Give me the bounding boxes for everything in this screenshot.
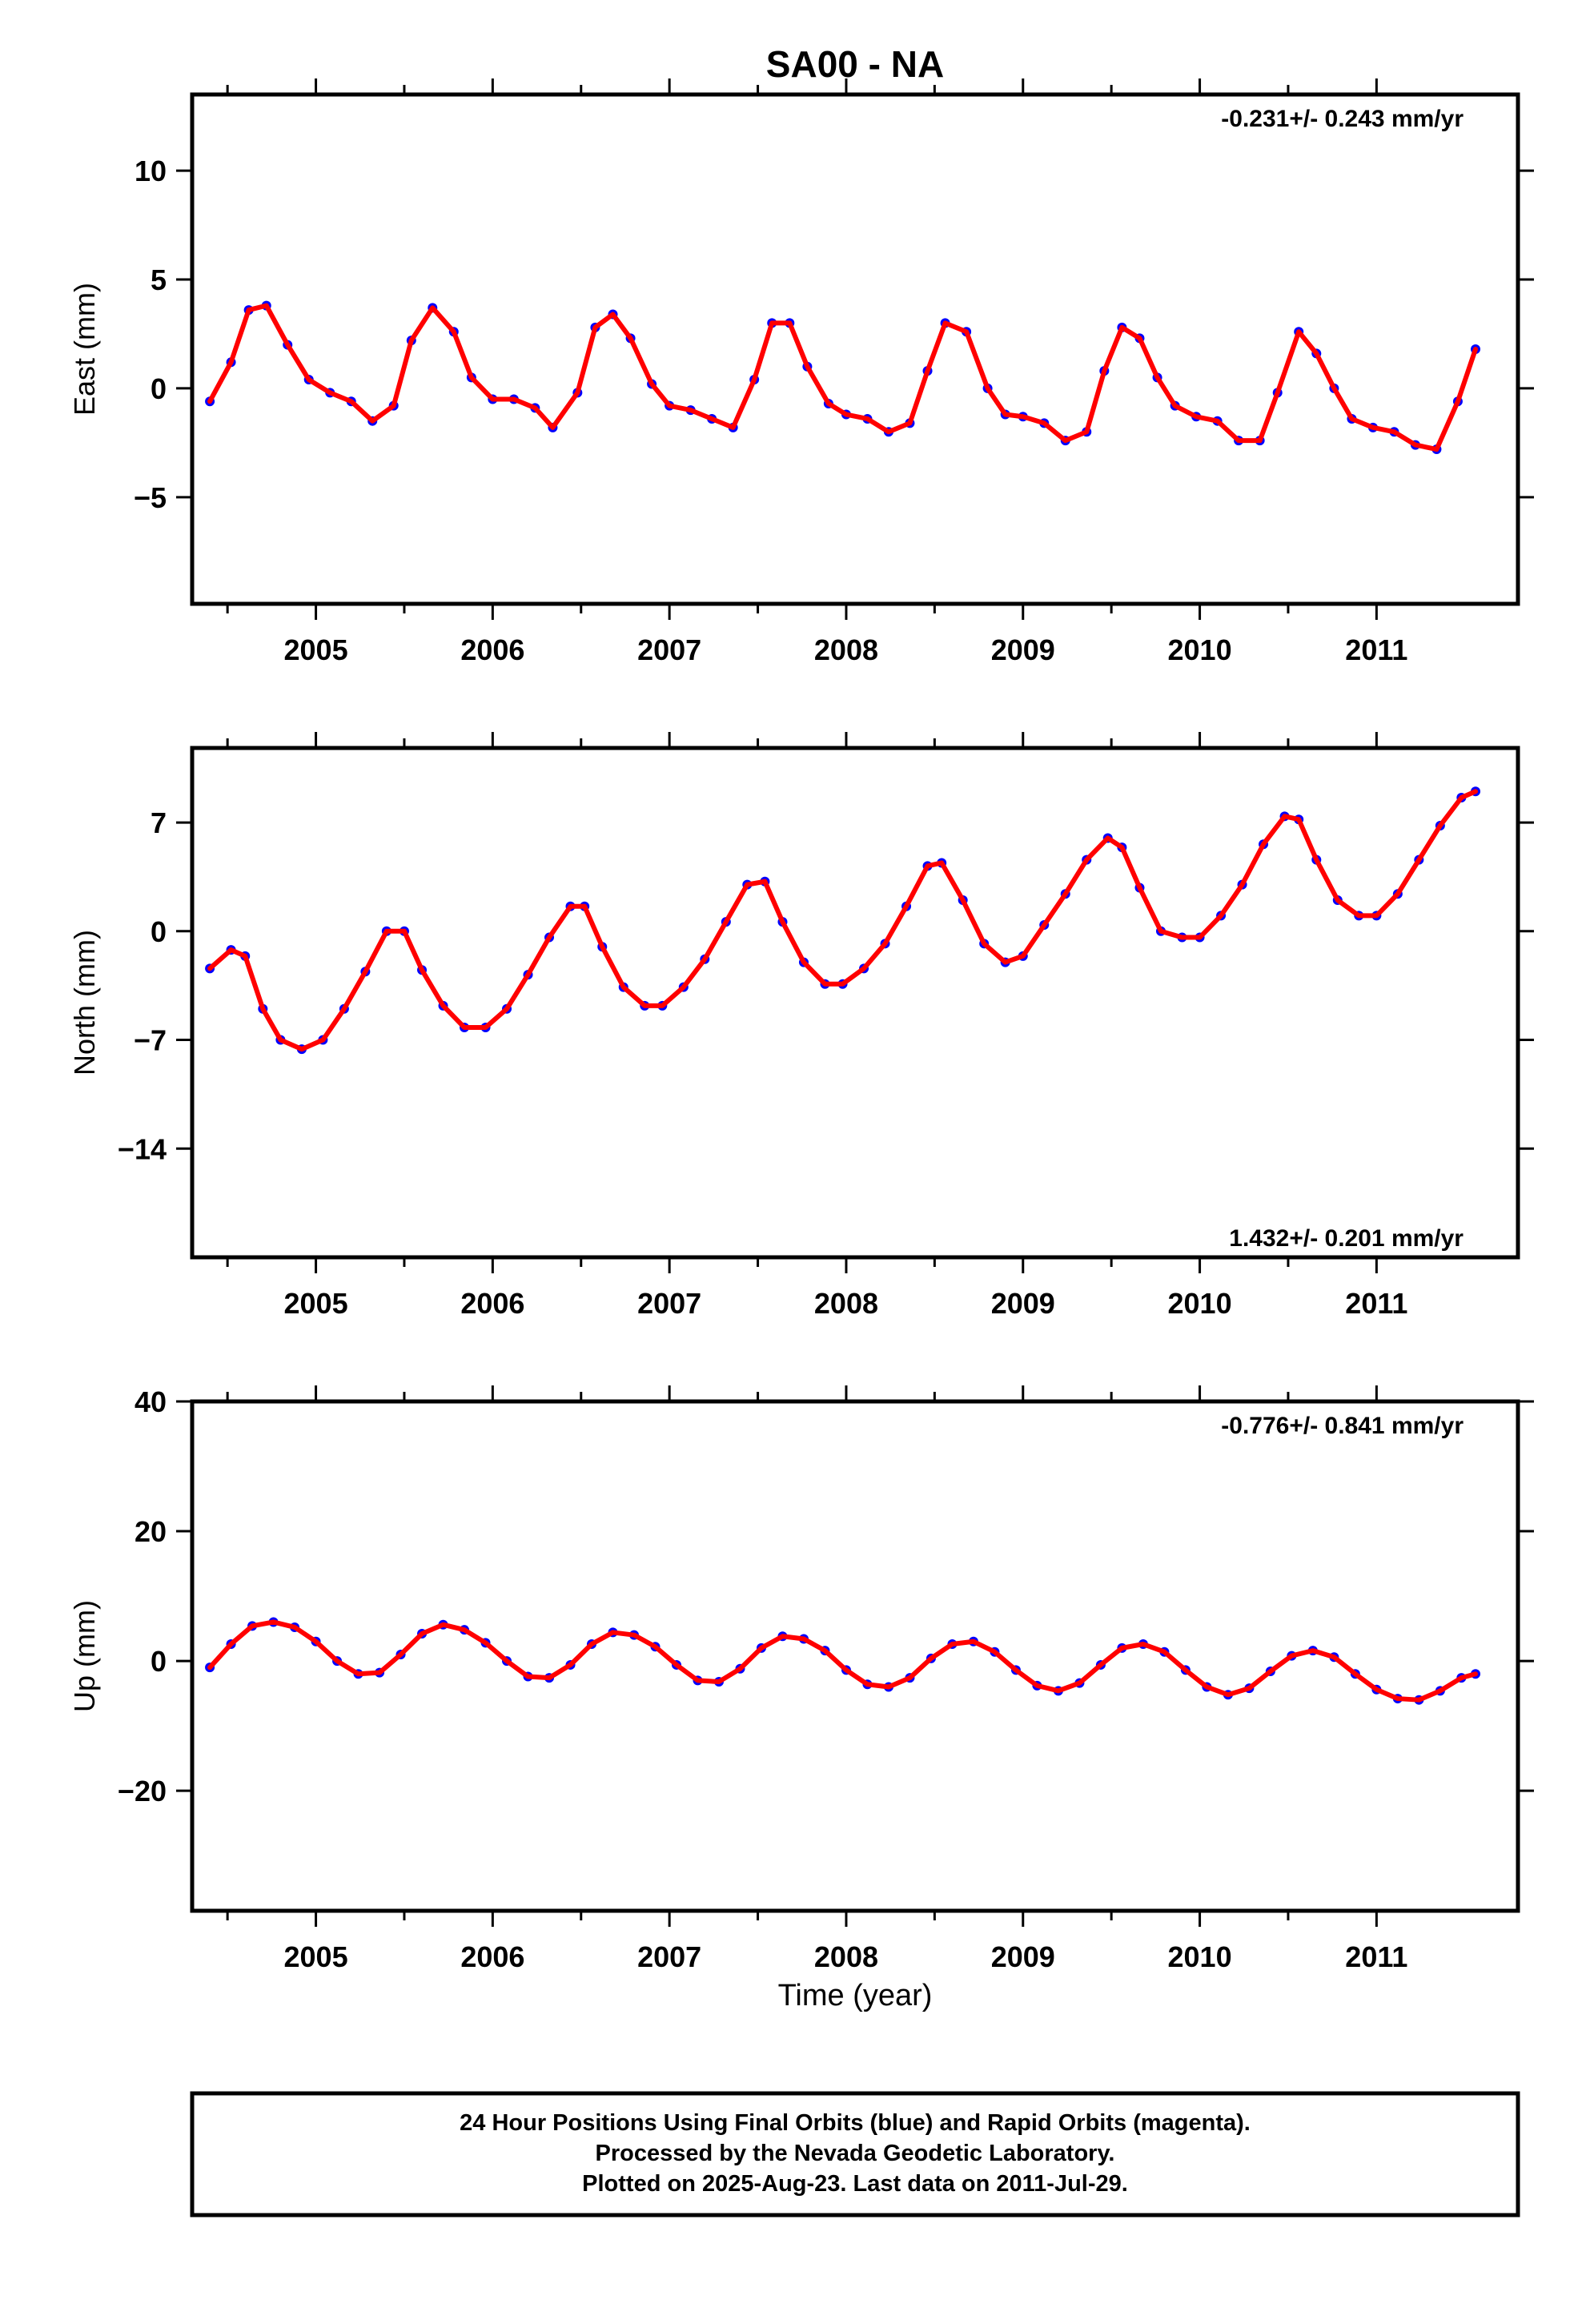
y-axis-label: Up (mm) (68, 1600, 101, 1712)
x-tick-label: 2009 (991, 633, 1055, 666)
footer-line-3: Plotted on 2025-Aug-23. Last data on 201… (582, 2171, 1128, 2197)
y-tick-label: −7 (134, 1024, 167, 1057)
y-tick-label: 40 (135, 1385, 167, 1418)
x-tick-label: 2011 (1345, 1940, 1407, 1973)
x-tick-label: 2007 (637, 1287, 701, 1320)
panel-3: 2005 2006 2007 2008 2009 2010 2011 −20 0 20 40 Up (… (68, 1385, 1534, 1973)
y-tick-label: −20 (118, 1775, 167, 1807)
x-tick-label: 2005 (284, 633, 348, 666)
footer-frame (190, 2091, 1520, 2217)
plot-frame (190, 1399, 1520, 1913)
x-tick-label: 2005 (284, 1287, 348, 1320)
y-axis-label: East (mm) (68, 283, 101, 416)
x-tick-label: 2008 (814, 633, 878, 666)
plot-frame (190, 92, 1520, 606)
x-tick-label: 2011 (1345, 633, 1407, 666)
rate-label: -0.231+/- 0.243 mm/yr (1221, 106, 1464, 132)
x-tick-label: 2005 (284, 1940, 348, 1973)
y-tick-label: −5 (134, 481, 167, 514)
y-tick-label: 0 (151, 1645, 167, 1678)
x-tick-label: 2006 (460, 1940, 524, 1973)
panel-1: 2005 2006 2007 2008 2009 2010 2011 −5 0 5 10 East (… (68, 78, 1534, 666)
x-tick-label: 2011 (1345, 1287, 1407, 1320)
model-curve (207, 303, 1479, 452)
y-tick-label: 10 (135, 155, 167, 187)
y-tick-label: 7 (151, 806, 167, 839)
x-tick-label: 2008 (814, 1940, 878, 1973)
model-curve (207, 1619, 1479, 1703)
x-axis-label: Time (year) (778, 1979, 933, 2012)
x-tick-label: 2007 (637, 1940, 701, 1973)
y-tick-label: −14 (118, 1132, 167, 1165)
x-tick-label: 2006 (460, 1287, 524, 1320)
plot-frame (190, 746, 1520, 1260)
y-tick-label: 0 (151, 372, 167, 405)
x-tick-label: 2008 (814, 1287, 878, 1320)
footer-line-2: Processed by the Nevada Geodetic Laborat… (596, 2141, 1115, 2166)
y-axis-label: North (mm) (68, 930, 101, 1076)
rate-label: 1.432+/- 0.201 mm/yr (1229, 1225, 1464, 1252)
x-tick-label: 2006 (460, 633, 524, 666)
y-tick-label: 0 (151, 915, 167, 948)
rate-label: -0.776+/- 0.841 mm/yr (1221, 1413, 1464, 1439)
x-tick-label: 2009 (991, 1287, 1055, 1320)
footer-box: 24 Hour Positions Using Final Orbits (bl… (190, 2091, 1520, 2217)
x-tick-label: 2010 (1168, 1940, 1232, 1973)
x-tick-label: 2007 (637, 633, 701, 666)
x-tick-label: 2010 (1168, 633, 1232, 666)
y-tick-label: 5 (151, 263, 167, 296)
y-tick-label: 20 (135, 1515, 167, 1548)
x-tick-label: 2010 (1168, 1287, 1232, 1320)
x-tick-label: 2009 (991, 1940, 1055, 1973)
model-curve (207, 789, 1479, 1052)
chart-title: SA00 - NA (766, 43, 944, 85)
panel-2: 2005 2006 2007 2008 2009 2010 2011 −14 −7 0 7 North… (68, 732, 1534, 1320)
footer-line-1: 24 Hour Positions Using Final Orbits (bl… (460, 2110, 1251, 2136)
